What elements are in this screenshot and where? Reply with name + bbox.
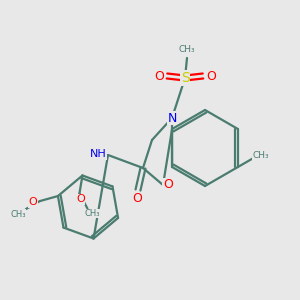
Text: NH: NH <box>90 149 106 159</box>
Text: O: O <box>28 197 37 207</box>
Text: N: N <box>167 112 177 124</box>
Text: O: O <box>154 70 164 83</box>
Text: NH: NH <box>90 149 106 159</box>
Text: O: O <box>154 70 164 83</box>
Text: CH₃: CH₃ <box>179 44 195 53</box>
Text: S: S <box>181 71 189 85</box>
Text: O: O <box>163 178 173 191</box>
Text: O: O <box>132 193 142 206</box>
Text: CH₃: CH₃ <box>252 152 269 160</box>
Text: CH₃: CH₃ <box>252 152 269 160</box>
Text: CH₃: CH₃ <box>179 44 195 53</box>
Text: S: S <box>181 71 189 85</box>
Text: O: O <box>206 70 216 83</box>
Text: O: O <box>76 194 85 205</box>
Text: CH₃: CH₃ <box>10 210 26 219</box>
Text: O: O <box>163 178 173 191</box>
Text: O: O <box>206 70 216 83</box>
Text: CH₃: CH₃ <box>85 209 100 218</box>
Text: O: O <box>132 193 142 206</box>
Text: N: N <box>167 112 177 124</box>
